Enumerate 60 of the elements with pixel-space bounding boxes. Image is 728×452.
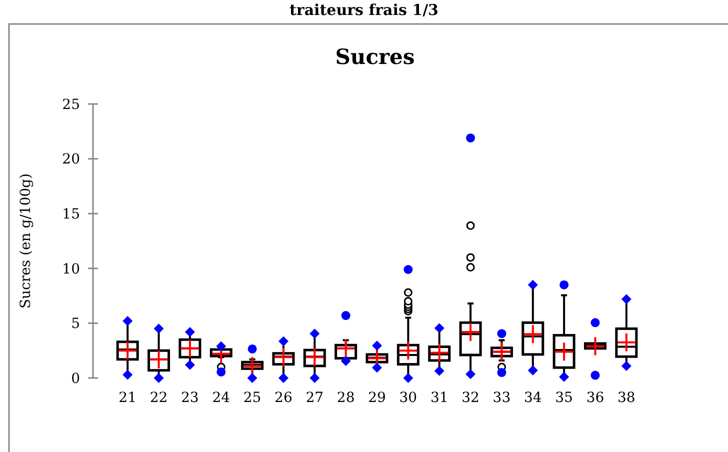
point [372, 340, 382, 351]
x-tick-label: 33 [492, 390, 511, 406]
x-tick-label: 32 [462, 390, 480, 406]
point [340, 356, 351, 366]
point [216, 367, 226, 376]
point [248, 344, 257, 354]
point [404, 264, 413, 274]
point [497, 329, 506, 338]
point [590, 370, 600, 380]
x-tick-label: 29 [368, 390, 386, 406]
x-tick-label: 31 [430, 390, 448, 406]
point [528, 280, 538, 290]
y-tick-label: 20 [62, 152, 80, 168]
y-axis-title: Sucres (en g/100g) [18, 173, 34, 309]
x-tick-label: 27 [306, 390, 324, 406]
y-tick-label: 25 [62, 96, 80, 113]
point [154, 324, 164, 334]
point [559, 372, 570, 382]
point [341, 311, 350, 320]
point [403, 373, 414, 383]
point [184, 326, 195, 337]
y-tick-label: 5 [71, 316, 80, 332]
point [621, 360, 632, 371]
x-tick-label: 22 [150, 390, 168, 406]
point [247, 373, 258, 383]
text: traiteurs frais 1/3 [290, 1, 438, 19]
point [590, 318, 600, 328]
point [310, 373, 320, 383]
x-tick-label: 35 [555, 390, 573, 406]
point [184, 360, 195, 370]
point [434, 366, 444, 376]
point [466, 133, 476, 142]
x-tick-label: 30 [399, 390, 418, 406]
x-tick-label: 28 [336, 390, 355, 406]
x-tick-label: 24 [212, 390, 230, 406]
point [466, 369, 476, 380]
point [154, 373, 164, 383]
y-tick-label: 0 [71, 370, 80, 387]
point [278, 373, 288, 383]
chart-title: Sucres [335, 44, 415, 69]
point [528, 365, 538, 376]
x-tick-label: 21 [118, 390, 136, 406]
x-tick-label: 26 [274, 390, 292, 406]
point [122, 370, 133, 380]
y-tick-label: 15 [62, 206, 80, 222]
x-tick-label: 34 [524, 390, 542, 406]
x-tick-label: 38 [618, 390, 636, 406]
y-tick-label: 10 [62, 261, 80, 278]
point [560, 280, 569, 290]
point [497, 368, 506, 378]
point [434, 323, 444, 334]
x-tick-label: 25 [243, 390, 262, 406]
point [372, 362, 382, 373]
point [621, 294, 632, 304]
point [310, 328, 320, 339]
point [216, 341, 226, 352]
x-tick-label: 36 [586, 390, 604, 406]
point [278, 336, 288, 346]
point [122, 316, 133, 326]
x-tick-label: 23 [181, 390, 199, 406]
